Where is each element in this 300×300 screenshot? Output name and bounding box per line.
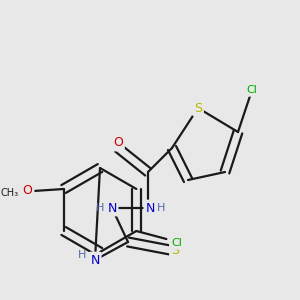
Text: Cl: Cl	[171, 238, 182, 248]
Text: S: S	[171, 244, 179, 256]
Text: O: O	[113, 136, 123, 149]
Text: CH₃: CH₃	[1, 188, 19, 198]
Text: S: S	[194, 101, 202, 115]
Text: H: H	[157, 203, 165, 213]
Text: N: N	[145, 202, 155, 214]
Text: H: H	[96, 203, 104, 213]
Text: N: N	[90, 254, 100, 266]
Text: Cl: Cl	[247, 85, 257, 95]
Text: H: H	[78, 250, 86, 260]
Text: N: N	[107, 202, 117, 214]
Text: O: O	[23, 184, 33, 197]
